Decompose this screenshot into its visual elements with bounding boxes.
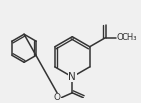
Text: O: O <box>117 33 124 42</box>
Text: CH₃: CH₃ <box>121 33 137 42</box>
Text: N: N <box>68 72 76 82</box>
Text: O: O <box>54 93 61 102</box>
